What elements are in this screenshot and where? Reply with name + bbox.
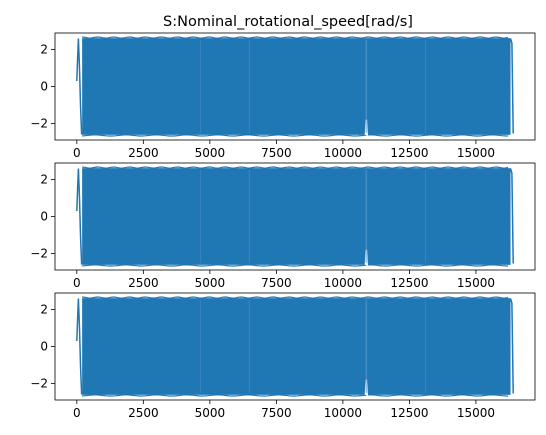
x-tick-label: 10000 bbox=[324, 276, 362, 290]
series-segment bbox=[76, 298, 83, 395]
subplot-3: 0 2500 5000 7500 10000 12500 15000 −2 0 2 bbox=[30, 292, 536, 420]
subplot-2: 0 2500 5000 7500 10000 12500 15000 −2 0 2 bbox=[30, 162, 536, 290]
x-tick-label: 5000 bbox=[195, 406, 226, 420]
plot-area bbox=[76, 296, 514, 397]
series-bottom-edge bbox=[82, 134, 509, 137]
x-tick-label: 12500 bbox=[390, 146, 428, 160]
y-tick-label: −2 bbox=[30, 116, 48, 130]
series-bottom-edge bbox=[82, 394, 509, 397]
x-tick-label: 0 bbox=[73, 406, 81, 420]
x-tick-label: 2500 bbox=[128, 276, 159, 290]
y-tick-label: 0 bbox=[40, 210, 48, 224]
x-tick-label: 0 bbox=[73, 146, 81, 160]
y-tick-label: 0 bbox=[40, 340, 48, 354]
chart-title: S:Nominal_rotational_speed[rad/s] bbox=[163, 14, 413, 30]
x-tick-label: 5000 bbox=[195, 146, 226, 160]
x-tick-label: 7500 bbox=[261, 146, 292, 160]
plot-area bbox=[76, 36, 514, 137]
x-tick-label: 0 bbox=[73, 276, 81, 290]
x-tick-label: 12500 bbox=[390, 406, 428, 420]
y-tick-label: 2 bbox=[40, 43, 48, 57]
x-tick-label: 15000 bbox=[457, 146, 495, 160]
subplot-1: 0 2500 5000 7500 10000 12500 15000 −2 0 2 bbox=[30, 32, 536, 160]
series-top-edge bbox=[82, 36, 509, 39]
series-segment bbox=[509, 168, 514, 264]
x-tick-label: 12500 bbox=[390, 276, 428, 290]
subplots: 0 2500 5000 7500 10000 12500 15000 −2 0 2 0 2500 500… bbox=[30, 32, 536, 420]
y-tick-label: 2 bbox=[40, 173, 48, 187]
y-tick-label: −2 bbox=[30, 376, 48, 390]
series-band bbox=[82, 38, 511, 135]
series-segment bbox=[76, 38, 83, 135]
y-tick-label: 2 bbox=[40, 303, 48, 317]
series-band bbox=[82, 298, 511, 395]
x-tick-label: 10000 bbox=[324, 406, 362, 420]
series-band bbox=[82, 168, 511, 265]
series-segment bbox=[509, 298, 514, 394]
series-segment bbox=[76, 168, 83, 265]
x-tick-label: 2500 bbox=[128, 146, 159, 160]
plot-area bbox=[76, 166, 514, 267]
x-tick-label: 2500 bbox=[128, 406, 159, 420]
y-tick-label: −2 bbox=[30, 246, 48, 260]
y-tick-label: 0 bbox=[40, 80, 48, 94]
series-segment bbox=[509, 38, 514, 134]
series-top-edge bbox=[82, 296, 509, 299]
x-tick-label: 15000 bbox=[457, 406, 495, 420]
series-bottom-edge bbox=[82, 264, 509, 267]
x-tick-label: 7500 bbox=[261, 406, 292, 420]
x-tick-label: 7500 bbox=[261, 276, 292, 290]
x-tick-label: 10000 bbox=[324, 146, 362, 160]
x-tick-label: 15000 bbox=[457, 276, 495, 290]
x-tick-label: 5000 bbox=[195, 276, 226, 290]
series-top-edge bbox=[82, 166, 509, 169]
